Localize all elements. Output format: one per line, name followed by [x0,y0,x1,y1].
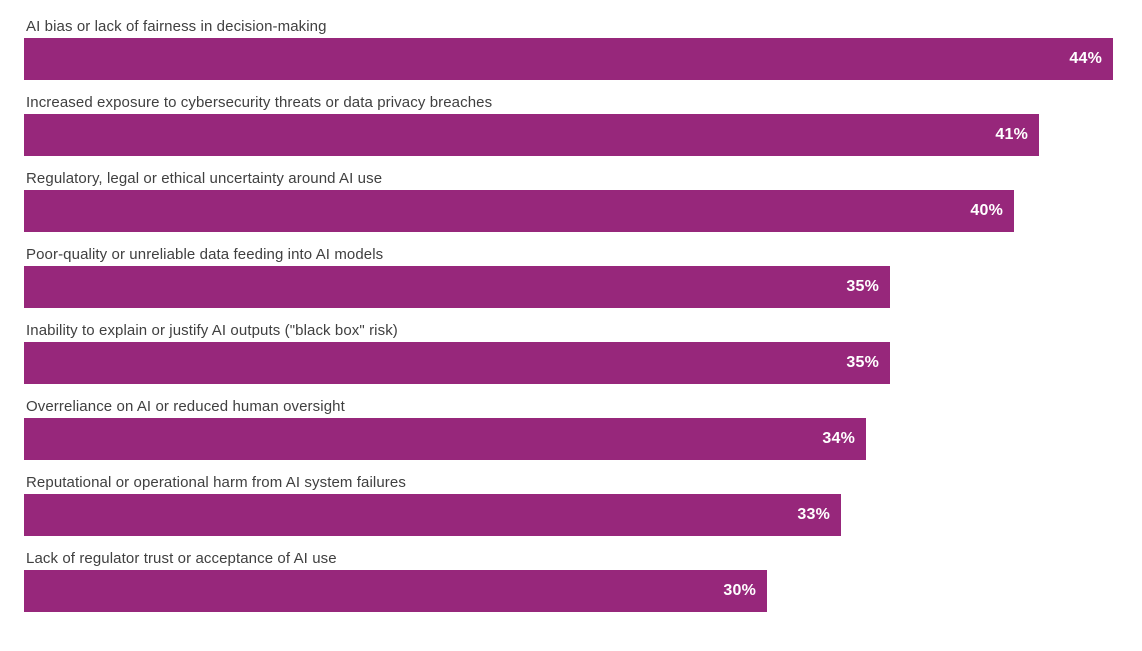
value-label: 34% [822,430,855,447]
category-label: Regulatory, legal or ethical uncertainty… [26,170,383,187]
chart-row: Inability to explain or justify AI outpu… [24,321,1142,384]
category-label: Poor-quality or unreliable data feeding … [26,246,384,263]
bar-chart: AI bias or lack of fairness in decision-… [24,17,1142,612]
category-label: AI bias or lack of fairness in decision-… [26,18,327,35]
chart-row: Lack of regulator trust or acceptance of… [24,549,1142,612]
value-label: 41% [995,126,1028,143]
bar: 33% [24,494,841,536]
category-label: Reputational or operational harm from AI… [26,474,406,491]
bar: 41% [24,114,1039,156]
value-label: 44% [1069,50,1102,67]
chart-row: Overreliance on AI or reduced human over… [24,397,1142,460]
bar: 40% [24,190,1014,232]
category-label: Lack of regulator trust or acceptance of… [26,550,337,567]
chart-row: Increased exposure to cybersecurity thre… [24,93,1142,156]
bar: 34% [24,418,866,460]
bar: 35% [24,342,890,384]
chart-row: Regulatory, legal or ethical uncertainty… [24,169,1142,232]
chart-row: Reputational or operational harm from AI… [24,473,1142,536]
value-label: 40% [970,202,1003,219]
bar: 35% [24,266,890,308]
category-label: Inability to explain or justify AI outpu… [26,322,398,339]
value-label: 35% [846,278,879,295]
bar: 44% [24,38,1113,80]
value-label: 35% [846,354,879,371]
category-label: Overreliance on AI or reduced human over… [26,398,345,415]
chart-row: Poor-quality or unreliable data feeding … [24,245,1142,308]
bar: 30% [24,570,767,612]
value-label: 30% [723,582,756,599]
value-label: 33% [797,506,830,523]
category-label: Increased exposure to cybersecurity thre… [26,94,493,111]
chart-row: AI bias or lack of fairness in decision-… [24,17,1142,80]
